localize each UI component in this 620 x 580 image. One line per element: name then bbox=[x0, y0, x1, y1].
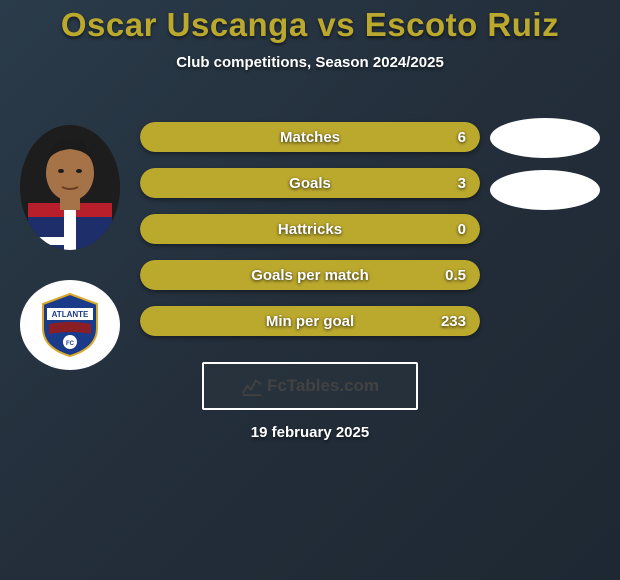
subtitle: Club competitions, Season 2024/2025 bbox=[0, 54, 620, 71]
stat-bar-label: Min per goal bbox=[140, 306, 480, 336]
fctables-label: FcTables.com bbox=[267, 376, 379, 396]
player-photo-svg bbox=[20, 125, 120, 250]
stat-bars: Matches6Goals3Hattricks0Goals per match0… bbox=[140, 122, 480, 352]
stat-bar-label: Hattricks bbox=[140, 214, 480, 244]
stat-bar-value: 0 bbox=[458, 214, 466, 244]
stat-bar-value: 0.5 bbox=[445, 260, 466, 290]
club-badge-svg: ATLANTE FC bbox=[35, 290, 105, 360]
stat-bar-label: Goals per match bbox=[140, 260, 480, 290]
opponent-placeholder bbox=[490, 170, 600, 210]
left-column: ATLANTE FC bbox=[20, 125, 120, 370]
opponent-placeholder bbox=[490, 118, 600, 158]
chart-icon bbox=[241, 375, 263, 397]
infographic: Oscar Uscanga vs Escoto Ruiz Club compet… bbox=[0, 0, 620, 580]
stat-bar-label: Goals bbox=[140, 168, 480, 198]
stat-bar-value: 6 bbox=[458, 122, 466, 152]
player-photo bbox=[20, 125, 120, 250]
fctables-badge: FcTables.com bbox=[202, 362, 418, 410]
stat-bar-label: Matches bbox=[140, 122, 480, 152]
club-badge: ATLANTE FC bbox=[20, 280, 120, 370]
stat-bar: Goals3 bbox=[140, 168, 480, 198]
stat-bar: Min per goal233 bbox=[140, 306, 480, 336]
club-badge-text: ATLANTE bbox=[52, 310, 89, 319]
stat-bar-value: 3 bbox=[458, 168, 466, 198]
page-title: Oscar Uscanga vs Escoto Ruiz bbox=[0, 6, 620, 44]
svg-text:FC: FC bbox=[66, 341, 75, 347]
stat-bar: Goals per match0.5 bbox=[140, 260, 480, 290]
stat-bar: Matches6 bbox=[140, 122, 480, 152]
stat-bar: Hattricks0 bbox=[140, 214, 480, 244]
stat-bar-value: 233 bbox=[441, 306, 466, 336]
date: 19 february 2025 bbox=[0, 424, 620, 441]
